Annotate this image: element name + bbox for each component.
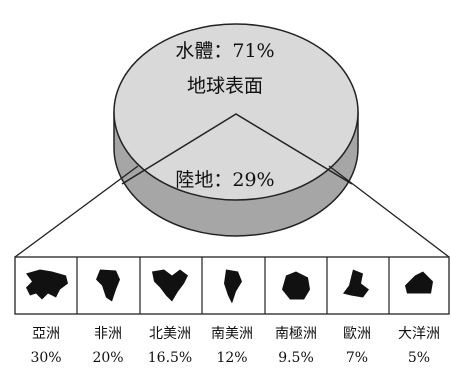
asia-silhouette-icon bbox=[26, 269, 68, 300]
oceania-silhouette-icon bbox=[405, 271, 433, 294]
antarctica-silhouette-icon bbox=[282, 271, 310, 300]
asia-name-label: 亞洲 bbox=[32, 326, 60, 342]
africa-silhouette-icon bbox=[96, 269, 120, 302]
north-america-silhouette-icon bbox=[152, 269, 188, 302]
land-slice-boundary bbox=[121, 113, 353, 185]
continent-labels: 亞洲 30% 非洲 20% 北美洲 16.5% 南美洲 12% 南極洲 9.5% 歐洲 7% 大洋洲 5% bbox=[30, 326, 440, 366]
zoom-line-right bbox=[328, 165, 450, 258]
europe-percent-label: 7% bbox=[346, 350, 368, 366]
north-america-name-label: 北美洲 bbox=[149, 326, 191, 342]
south-america-percent-label: 12% bbox=[216, 350, 247, 366]
antarctica-name-label: 南極洲 bbox=[275, 326, 317, 342]
land-slice-label: 陸地：29% bbox=[175, 169, 274, 191]
pie-center-label: 地球表面 bbox=[187, 75, 263, 97]
africa-name-label: 非洲 bbox=[94, 326, 122, 342]
south-america-silhouette-icon bbox=[224, 269, 242, 304]
water-slice-label: 水體：71% bbox=[175, 40, 274, 62]
oceania-name-label: 大洋洲 bbox=[398, 326, 440, 342]
zoom-line-left bbox=[14, 165, 139, 258]
continent-tiles bbox=[26, 257, 433, 314]
asia-percent-label: 30% bbox=[30, 350, 61, 366]
south-america-name-label: 南美洲 bbox=[211, 326, 253, 342]
antarctica-percent-label: 9.5% bbox=[278, 350, 314, 366]
europe-name-label: 歐洲 bbox=[343, 326, 371, 342]
north-america-percent-label: 16.5% bbox=[148, 350, 192, 366]
oceania-percent-label: 5% bbox=[408, 350, 430, 366]
africa-percent-label: 20% bbox=[92, 350, 123, 366]
pie-top-face bbox=[113, 23, 359, 201]
europe-silhouette-icon bbox=[343, 269, 369, 298]
